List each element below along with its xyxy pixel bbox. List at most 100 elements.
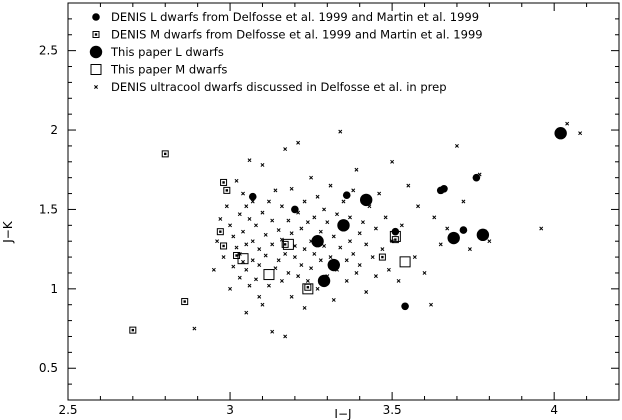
point-denis-m-dwarf (281, 240, 289, 248)
point-ultracool-dwarf (328, 255, 333, 260)
point-ultracool-dwarf (234, 245, 239, 250)
point-this-paper-l-dwarf (317, 274, 331, 288)
point-denis-m-dwarf (129, 326, 137, 334)
point-ultracool-dwarf (373, 226, 378, 231)
point-this-paper-l-dwarf (311, 235, 324, 248)
point-ultracool-dwarf (305, 278, 310, 283)
point-ultracool-dwarf (360, 220, 365, 225)
point-denis-l-dwarf (391, 227, 400, 236)
y-tick-label: 2 (50, 123, 58, 137)
point-ultracool-dwarf (289, 186, 294, 191)
point-this-paper-l-dwarf (359, 193, 373, 207)
point-ultracool-dwarf (260, 210, 265, 215)
point-ultracool-dwarf (289, 294, 294, 299)
point-denis-l-dwarf (440, 184, 448, 193)
data-points (129, 121, 583, 339)
x-axis-label: I−J (334, 407, 351, 420)
point-this-paper-l-dwarf (447, 231, 460, 245)
point-ultracool-dwarf (305, 220, 310, 225)
y-tick-label: 2.5 (39, 44, 58, 58)
point-denis-l-dwarf (401, 302, 409, 311)
point-ultracool-dwarf (357, 263, 362, 267)
point-ultracool-dwarf (302, 305, 307, 310)
point-ultracool-dwarf (231, 264, 236, 269)
point-ultracool-dwarf (302, 199, 307, 204)
plot-frame (67, 2, 620, 401)
point-denis-m-dwarf (92, 31, 100, 38)
point-ultracool-dwarf (328, 183, 333, 188)
point-ultracool-dwarf (286, 218, 291, 223)
point-ultracool-dwarf (341, 199, 346, 204)
point-ultracool-dwarf (270, 329, 275, 334)
axis-tick-labels: 2.5 3 3.5 4 0.5 1 1.5 2 2.5 (39, 44, 558, 417)
point-ultracool-dwarf (263, 253, 268, 258)
point-this-paper-l-dwarf (476, 228, 490, 242)
legend-label: This paper M dwarfs (110, 63, 227, 77)
point-ultracool-dwarf (254, 277, 258, 282)
point-ultracool-dwarf (364, 290, 369, 294)
point-ultracool-dwarf (266, 199, 271, 204)
point-denis-l-dwarf (248, 192, 257, 201)
point-ultracool-dwarf (296, 140, 301, 145)
point-ultracool-dwarf (390, 159, 395, 164)
point-ultracool-dwarf (237, 275, 242, 280)
point-ultracool-dwarf (283, 334, 288, 339)
point-ultracool-dwarf (422, 271, 427, 275)
point-ultracool-dwarf (241, 229, 245, 234)
point-denis-m-dwarf (220, 178, 228, 186)
point-ultracool-dwarf (270, 242, 275, 247)
point-ultracool-dwarf (309, 175, 314, 180)
point-ultracool-dwarf (211, 267, 216, 272)
point-ultracool-dwarf (454, 143, 459, 148)
point-ultracool-dwarf (383, 215, 388, 220)
point-this-paper-l-dwarf (337, 219, 350, 232)
point-ultracool-dwarf (386, 267, 391, 272)
point-ultracool-dwarf (296, 274, 301, 279)
point-ultracool-dwarf (565, 121, 570, 126)
point-ultracool-dwarf (338, 245, 343, 250)
point-ultracool-dwarf (241, 191, 245, 196)
legend-label: DENIS L dwarfs from Delfosse et al. 1999… (111, 10, 479, 24)
point-ultracool-dwarf (315, 286, 320, 291)
point-ultracool-dwarf (273, 188, 278, 193)
legend: DENIS L dwarfs from Delfosse et al. 1999… (89, 10, 483, 94)
point-ultracool-dwarf (325, 220, 330, 225)
point-ultracool-dwarf (351, 188, 356, 193)
point-ultracool-dwarf (348, 239, 352, 244)
point-ultracool-dwarf (234, 178, 239, 183)
axis-ticks (67, 2, 620, 401)
point-ultracool-dwarf (292, 255, 297, 260)
point-ultracool-dwarf (377, 191, 382, 196)
point-ultracool-dwarf (461, 199, 466, 204)
point-ultracool-dwarf (244, 310, 249, 315)
y-axis-label: J−K (1, 220, 15, 244)
point-ultracool-dwarf (351, 251, 356, 256)
point-ultracool-dwarf (231, 234, 236, 239)
point-denis-m-dwarf (216, 228, 224, 236)
point-ultracool-dwarf (302, 247, 307, 252)
point-ultracool-dwarf (364, 242, 369, 247)
point-ultracool-dwarf (237, 212, 242, 217)
point-ultracool-dwarf (331, 298, 336, 302)
point-ultracool-dwarf (289, 231, 294, 236)
point-ultracool-dwarf (247, 217, 252, 221)
point-ultracool-dwarf (250, 199, 255, 204)
point-ultracool-dwarf (266, 283, 271, 288)
point-ultracool-dwarf (432, 215, 437, 220)
point-this-paper-m-dwarf (302, 283, 314, 295)
point-ultracool-dwarf (263, 232, 268, 237)
point-ultracool-dwarf (312, 251, 317, 256)
point-this-paper-m-dwarf (263, 269, 275, 281)
x-tick-label: 4 (550, 403, 558, 417)
point-this-paper-l-dwarf (327, 258, 340, 272)
legend-label: DENIS M dwarfs from Delfosse et al. 1999… (111, 28, 483, 42)
legend-label: This paper L dwarfs (110, 45, 224, 59)
x-tick-label: 3.5 (383, 403, 402, 417)
point-denis-l-dwarf (472, 173, 481, 182)
point-ultracool-dwarf (438, 242, 443, 247)
point-ultracool-dwarf (338, 129, 343, 134)
point-denis-m-dwarf (161, 150, 169, 158)
point-ultracool-dwarf (244, 267, 249, 272)
point-ultracool-dwarf (270, 218, 275, 223)
point-ultracool-dwarf (322, 207, 327, 212)
